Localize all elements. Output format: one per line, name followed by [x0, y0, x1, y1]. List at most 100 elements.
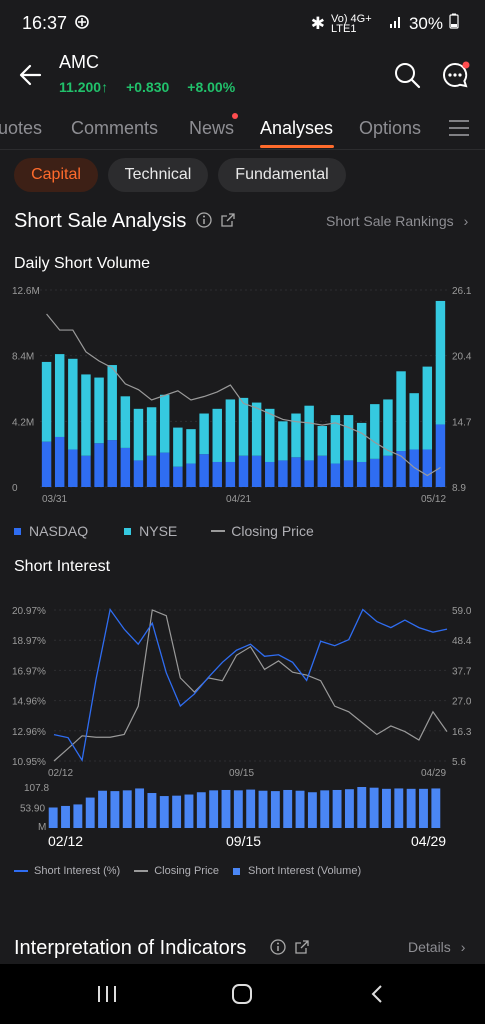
nyse-bar	[107, 365, 117, 441]
battery-level: 30%	[408, 13, 443, 33]
y-left-tick-label: 16.97%	[12, 666, 46, 677]
short-interest-volume-bar	[406, 788, 416, 828]
tab-comments[interactable]: Comments	[71, 118, 159, 138]
nasdaq-bar	[68, 449, 78, 487]
status-time: 16:37	[22, 13, 68, 33]
y-right-tick-label: 14.7	[452, 417, 472, 428]
short-interest-volume-bar	[283, 789, 293, 828]
chip-fundamental[interactable]: Fundamental	[218, 158, 346, 192]
nyse-bar	[343, 415, 354, 461]
y-right-tick-label: 8.9	[452, 483, 466, 494]
recent-apps-button[interactable]	[96, 984, 118, 1009]
nyse-bar	[238, 397, 249, 456]
nasdaq-bar	[120, 447, 131, 487]
y-left-tick-label: 18.97%	[12, 636, 46, 647]
back-button[interactable]	[16, 60, 46, 90]
short-interest-chart: 20.97% 18.97% 16.97% 14.96% 12.96% 10.95% 59.0…	[12, 606, 472, 849]
short-interest-volume-bar	[221, 789, 231, 828]
home-button[interactable]	[231, 983, 253, 1010]
legend-short-pct: Short Interest (%)	[34, 865, 121, 877]
interpretation-info-icon[interactable]	[270, 939, 286, 960]
short-interest-volume-bar	[332, 789, 342, 828]
nyse-bar	[41, 361, 52, 442]
network-indicator: Vo) 4G+ LTE1	[330, 12, 372, 35]
nasdaq-bar	[173, 466, 183, 487]
chip-technical[interactable]: Technical	[108, 158, 208, 192]
x-tick-label: 03/31	[42, 494, 67, 505]
closing-price-line	[46, 313, 441, 477]
nasdaq-bar	[94, 443, 104, 487]
short-interest-volume-bar	[147, 793, 157, 828]
nyse-bar	[409, 393, 419, 450]
search-icon	[395, 63, 421, 89]
short-sale-title: Short Sale Analysis	[14, 210, 187, 232]
short-interest-volume-bar	[85, 797, 95, 828]
nyse-bar	[291, 413, 301, 458]
nasdaq-bar	[370, 458, 380, 487]
system-nav-bar	[0, 964, 485, 1024]
y-left-tick-label: 12.6M	[12, 286, 40, 297]
short-interest-volume-bar	[159, 796, 169, 828]
nasdaq-bar	[199, 454, 209, 487]
volume-tick-label: 53.90	[20, 804, 45, 815]
y-right-tick-label: 59.0	[452, 606, 472, 617]
x-tick-label: 05/12	[421, 494, 446, 505]
interpretation-share-icon[interactable]	[294, 939, 310, 960]
tab-analyses[interactable]: Analyses	[260, 118, 334, 138]
nyse-bar	[435, 300, 446, 425]
tab-news[interactable]: News	[189, 118, 235, 138]
active-tab-indicator	[260, 145, 334, 148]
nyse-bar	[383, 399, 393, 456]
short-interest-volume-bar	[419, 788, 428, 828]
short-interest-volume-bar	[61, 805, 70, 828]
nasdaq-bar	[146, 455, 157, 487]
price-change-pct: +8.00%	[187, 79, 236, 95]
nasdaq-bar	[159, 452, 170, 487]
tab-options[interactable]: Options	[359, 118, 422, 138]
share-icon[interactable]	[220, 212, 236, 233]
short-interest-volume-bar	[357, 787, 367, 828]
status-icons: ✱ Vo) 4G+ LTE1 30%	[311, 13, 459, 34]
short-interest-volume-bar	[209, 790, 219, 828]
bluetooth-icon: ✱	[310, 13, 325, 33]
info-icon[interactable]	[196, 212, 212, 233]
y-left-tick-label: 14.96%	[12, 697, 46, 708]
short-interest-volume-bar	[431, 788, 441, 828]
short-interest-volume-bar	[48, 807, 58, 828]
short-interest-volume-bar	[369, 787, 379, 828]
short-interest-volume-bar	[184, 794, 194, 828]
short-interest-volume-bar	[110, 791, 120, 828]
short-pct-swatch	[14, 870, 28, 872]
ticker-symbol: AMC	[59, 52, 99, 72]
search-button[interactable]	[392, 60, 422, 90]
tab-menu-button[interactable]	[448, 118, 470, 138]
nasdaq-bar	[54, 436, 65, 487]
short-interest-volume-bar	[320, 790, 330, 828]
legend-closing-price: Closing Price	[231, 523, 314, 539]
y-right-tick-label: 37.7	[452, 666, 472, 677]
volume-x-tick-label: 09/15	[226, 833, 261, 849]
interpretation-title: Interpretation of Indicators	[14, 937, 247, 959]
y-left-tick-label: 8.4M	[12, 352, 34, 363]
quote-row: 11.200↑ +0.830 +8.00%	[59, 79, 235, 95]
legend-si-volume: Short Interest (Volume)	[248, 865, 362, 877]
short-interest-volume-bar	[98, 790, 107, 828]
chat-button[interactable]	[440, 60, 470, 90]
nyse-bar	[330, 415, 341, 464]
nasdaq-bar	[251, 455, 262, 487]
nasdaq-bar	[265, 461, 275, 487]
tab-quotes[interactable]: uotes	[0, 118, 43, 138]
short-sale-rankings-link[interactable]: Short Sale Rankings ›	[326, 213, 469, 229]
details-link[interactable]: Details ›	[408, 939, 466, 955]
nyse-bar	[225, 399, 236, 462]
nyse-swatch	[124, 527, 132, 535]
nasdaq-bar	[409, 449, 419, 487]
si-closing-price-swatch	[134, 870, 149, 872]
battery-icon	[449, 13, 459, 34]
x-tick-label: 02/12	[48, 768, 73, 779]
chevron-left-icon	[371, 985, 382, 1003]
chip-capital[interactable]: Capital	[14, 158, 98, 192]
system-back-button[interactable]	[370, 984, 384, 1009]
short-interest-volume-bar	[233, 790, 243, 828]
short-interest-volume-bar	[172, 795, 182, 828]
